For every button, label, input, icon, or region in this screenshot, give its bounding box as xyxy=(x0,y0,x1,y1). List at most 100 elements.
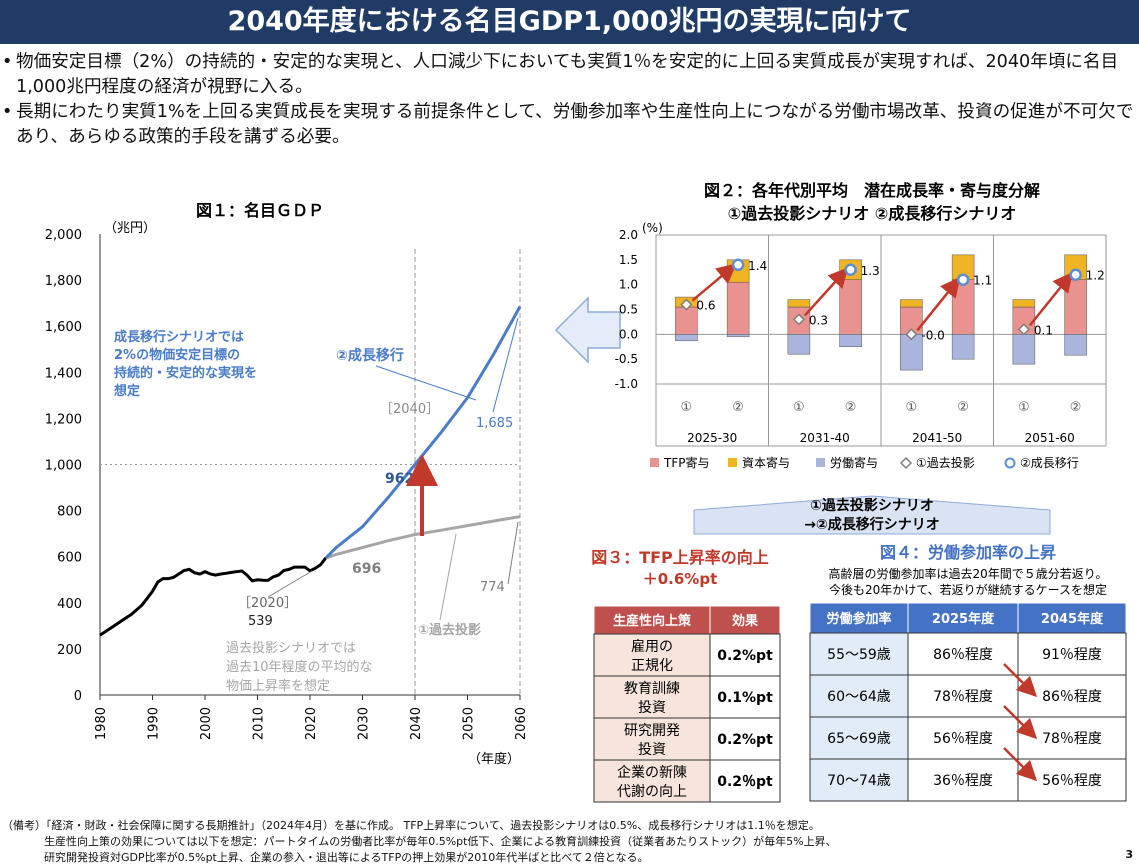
fig4-header-2: 2045年度 xyxy=(1041,611,1104,627)
fig3-value-cell xyxy=(709,717,781,761)
fig2-total-label: 1.2 xyxy=(1086,269,1105,283)
legend-label: 資本寄与 xyxy=(742,455,790,470)
fig1-axes: 0 200 400 600 800 1,000 1,200 1,400 1,600 1,800 2,… xyxy=(45,228,529,740)
fig1-y-tick-label: 400 xyxy=(57,597,82,612)
fig3-value-cell xyxy=(709,675,781,719)
fig1-x-tick-label: 2030 xyxy=(357,707,372,740)
fig3-row-name: 投資 xyxy=(638,700,666,716)
fig1-y-tick-label: 1,400 xyxy=(45,366,82,381)
legend-capital-swatch xyxy=(728,458,737,467)
summary-bullets: 物価安定目標（2%）の持続的・安定的な実現と、人口減少下においても実質1％を安定… xyxy=(2,50,1137,150)
fig1-title: 図１：名目ＧＤＰ xyxy=(196,201,324,220)
fig4-cell-text: 36％程度 xyxy=(933,773,993,789)
fig2-y-tick-label: 2.0 xyxy=(619,228,638,242)
fig2-past-marker xyxy=(905,328,918,341)
fig2-labor-bar xyxy=(951,334,975,360)
fig1-value-962: 962 xyxy=(385,471,414,487)
fig3-name-cell xyxy=(593,675,711,719)
fig2-labor-bar xyxy=(1012,334,1036,365)
fig1-note-line4: 想定 xyxy=(114,383,140,399)
fig1-gdp-chart: 図１：名目ＧＤＰ （兆円） （年度） 0 200 400 600 800 1,000 1,2… xyxy=(45,201,529,767)
bullet-2: 長期にわたり実質1%を上回る実質成長を実現する前提条件として、労働参加率や生産性… xyxy=(2,100,1137,150)
fig3-row-name: 正規化 xyxy=(631,658,673,674)
fig1-past-note-line1: 過去投影シナリオでは xyxy=(226,640,356,656)
fig2-scenario-tick: ② xyxy=(732,400,744,415)
table-row: 研究開発 投資 0.2%pt xyxy=(593,717,781,761)
fig1-value-774: 774 xyxy=(480,580,505,595)
fig2-growth-marker xyxy=(1069,268,1082,281)
table-row: 55～59歳 86％程度 91％程度 xyxy=(809,632,1127,676)
fig2-y-tick-label: 1.0 xyxy=(619,278,638,292)
fig2-scenario-tick: ② xyxy=(957,400,969,415)
fig2-y-tick-label: 0.5 xyxy=(619,303,638,317)
legend-tfp-swatch xyxy=(650,458,659,467)
fig4-header-0: 労働参加率 xyxy=(826,611,891,627)
fig2-total-label: -0.0 xyxy=(921,328,944,342)
fig4-cell xyxy=(907,674,1019,718)
fig3-row-value: 0.2%pt xyxy=(717,648,773,664)
table-row: 70～74歳 36％程度 56％程度 xyxy=(809,758,1127,802)
fig4-cell-text: 56％程度 xyxy=(1042,773,1102,789)
fig2-tfp-bar xyxy=(839,279,862,335)
table-row: 教育訓練 投資 0.1%pt xyxy=(593,675,781,719)
footnotes: （備考）「経済・財政・社会保障に関する長期推計」（2024年4月）を基に作成。 … xyxy=(2,818,1122,866)
fig1-label-2040: ［2040］ xyxy=(380,402,439,417)
fig3-value-cell xyxy=(709,633,781,677)
big-left-arrow-icon xyxy=(554,296,621,364)
footnote-line-1: （備考）「経済・財政・社会保障に関する長期推計」（2024年4月）を基に作成。 … xyxy=(2,819,820,832)
fig1-x-tick-label: 2050 xyxy=(462,707,477,740)
table-row: 65～69歳 56％程度 78％程度 xyxy=(809,716,1127,760)
fig1-x-tick-label: 2000 xyxy=(199,707,214,740)
fig1-note-line2: 2%の物価安定目標の xyxy=(114,347,240,363)
fig2-tfp-bar xyxy=(951,279,975,335)
legend-label: ②成長移行 xyxy=(1020,456,1079,470)
fig2-group-label: 2041-50 xyxy=(912,431,962,445)
fig1-x-tick-label: 2010 xyxy=(252,707,267,740)
fig2-growth-marker xyxy=(844,263,857,277)
footnote-line-3: 研究開発投資対GDP比率が0.5%pt上昇、企業の参入・退出等によるTFPの押上… xyxy=(44,851,649,864)
fig4-cell-text: 65～69歳 xyxy=(827,731,891,747)
legend-growth-marker xyxy=(1004,457,1016,469)
fig2-labor-bar xyxy=(726,334,750,338)
fig2-scenario-tick: ① xyxy=(1018,400,1030,415)
fig2-tfp-bar xyxy=(1064,279,1087,335)
fig4-cell xyxy=(809,758,909,802)
fig3-row-name: 教育訓練 xyxy=(624,681,680,697)
fig3-rows: 雇用の 正規化 0.2%pt 教育訓練 投資 0.1%pt 研究開発 投資 0.… xyxy=(593,633,781,803)
fig3-header-0: 生産性向上策 xyxy=(613,613,692,629)
table-row: 雇用の 正規化 0.2%pt xyxy=(593,633,781,677)
fig2-y-tick-label: -1.0 xyxy=(615,377,638,391)
fig4-cell xyxy=(907,758,1019,802)
fig1-past-note-line3: 物価上昇率を想定 xyxy=(226,678,330,694)
fig1-x-tick-label: 2020 xyxy=(304,707,319,740)
fig2-total-label: 0.6 xyxy=(696,299,715,313)
fig2-capital-bar xyxy=(787,299,811,308)
fig4-rows: 55～59歳 86％程度 91％程度 60～64歳 78％程度 86％程度 65… xyxy=(809,632,1127,802)
legend-label: TFP寄与 xyxy=(663,455,709,470)
fig1-value-1685: 1,685 xyxy=(476,416,513,431)
fig2-scenario-tick: ① xyxy=(906,400,918,415)
legend-past-marker xyxy=(899,456,913,470)
fig1-y-tick-label: 1,200 xyxy=(45,412,82,427)
fig1-y-tick-label: 2,000 xyxy=(45,228,82,243)
fig1-2020-leader xyxy=(267,570,313,598)
fig1-x-tick-label: 1980 xyxy=(94,707,109,740)
fig2-bars: 0.6 1.4 0.3 1.3 -0.0 1.1 0.1 1.2 xyxy=(675,254,1105,371)
fig4-cell-text: 60～64歳 xyxy=(827,689,891,705)
fig3-row-value: 0.1%pt xyxy=(717,690,773,706)
fig2-labor-bar xyxy=(675,334,698,342)
fig2-capital-bar xyxy=(900,299,923,308)
fig3-row-value: 0.2%pt xyxy=(717,732,773,748)
fig1-note-line3: 持続的・安定的な実現を xyxy=(114,365,257,381)
fig1-y-tick-label: 1,800 xyxy=(45,274,82,289)
fig2-total-label: 0.1 xyxy=(1034,323,1053,337)
fig2-group-label: 2031-40 xyxy=(800,431,850,445)
fig3-row-name: 雇用の xyxy=(631,638,673,655)
fig4-arrow-1 xyxy=(1003,663,1038,698)
fig3-subtitle: ＋0.6%pt xyxy=(643,570,718,588)
fig4-note-line2: 今後も20年かけて、若返りが継続するケースを想定 xyxy=(829,582,1107,597)
fig2-legend: TFP寄与 資本寄与 労働寄与 ①過去投影 ②成長移行 xyxy=(650,455,1079,470)
fig1-label-2020: ［2020］ xyxy=(238,596,297,611)
fig2-capital-bar xyxy=(1012,299,1036,308)
